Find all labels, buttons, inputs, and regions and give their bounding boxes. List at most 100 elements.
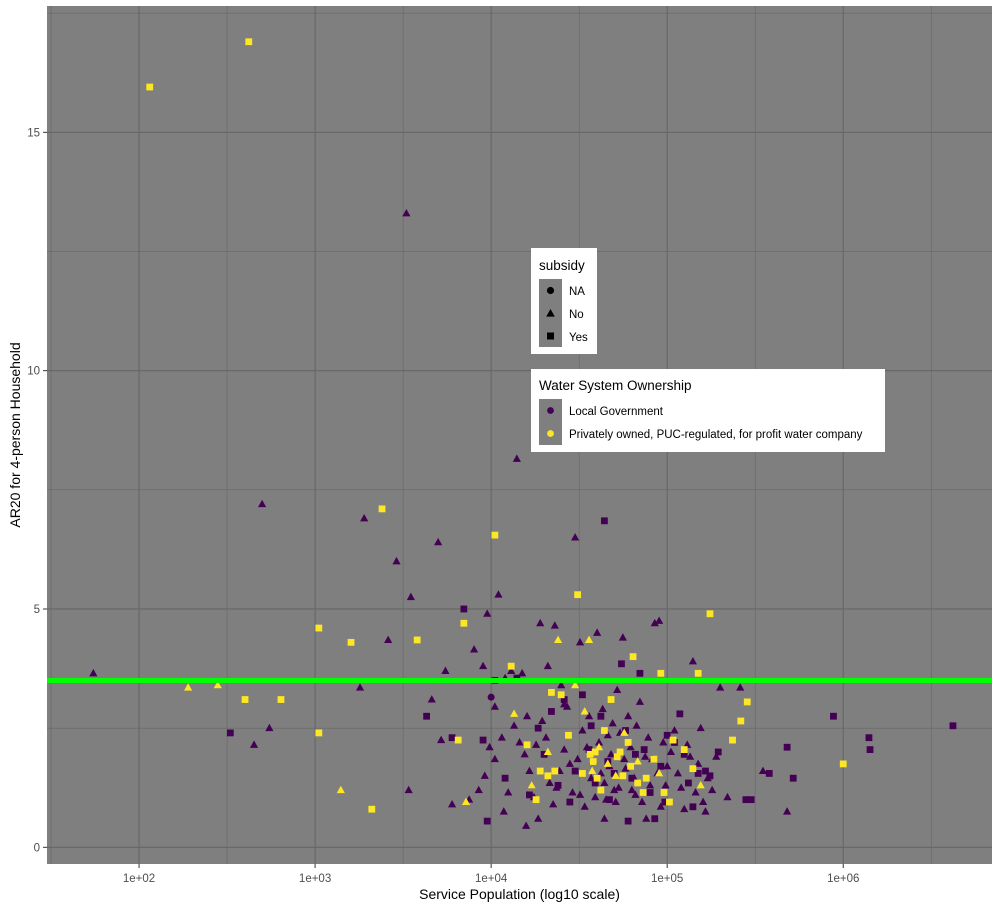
- data-point-triangle: [249, 740, 259, 748]
- data-points: [89, 38, 957, 829]
- data-point-triangle: [507, 666, 516, 674]
- ownership-legend: Water System Ownership Local Government …: [531, 369, 885, 452]
- data-point-triangle: [461, 797, 471, 806]
- data-point-triangle: [478, 661, 488, 670]
- data-point-triangle: [392, 556, 401, 565]
- data-point-square: [245, 38, 253, 46]
- data-point-triangle: [490, 702, 499, 710]
- data-point-square: [491, 531, 499, 539]
- legend-private-company-marker: [547, 430, 554, 437]
- data-point-triangle: [550, 621, 559, 629]
- data-point-square: [574, 591, 582, 599]
- data-point-triangle: [531, 740, 541, 748]
- data-point-square: [554, 781, 562, 789]
- data-point-square: [619, 772, 627, 780]
- data-point-triangle: [683, 740, 692, 748]
- data-point-triangle: [571, 680, 580, 689]
- data-point-triangle: [608, 718, 617, 727]
- data-point-square: [448, 734, 456, 742]
- data-point-triangle: [568, 788, 577, 796]
- data-point-triangle: [580, 707, 589, 715]
- data-point-square: [613, 753, 621, 761]
- data-point-triangle: [701, 807, 710, 815]
- data-point-triangle: [723, 792, 732, 801]
- data-point-square: [585, 746, 593, 753]
- legend-triangle-marker: [546, 309, 555, 317]
- data-point-square: [949, 722, 957, 730]
- data-point-triangle: [699, 797, 708, 806]
- data-point-triangle: [611, 797, 620, 806]
- data-point-square: [680, 746, 688, 753]
- data-point-square: [607, 696, 615, 703]
- data-point-triangle: [641, 752, 650, 760]
- data-point-square: [347, 638, 355, 646]
- data-point-triangle: [522, 821, 531, 829]
- data-point-square: [706, 610, 714, 618]
- data-point-triangle: [631, 790, 640, 798]
- data-point-triangle: [688, 657, 698, 665]
- x-tick-label: 1e+03: [299, 873, 331, 885]
- data-point-triangle: [336, 785, 345, 794]
- data-point-triangle: [497, 733, 506, 741]
- data-point-triangle: [406, 592, 415, 601]
- data-point-triangle: [402, 208, 411, 217]
- axes: 1e+02 1e+03 1e+04 1e+05 1e+06 0 5 10 15: [27, 127, 859, 885]
- data-point-triangle: [584, 635, 594, 643]
- data-point-square: [650, 755, 658, 763]
- data-point-square: [507, 662, 515, 670]
- data-point-circle: [487, 693, 495, 701]
- data-point-triangle: [549, 800, 558, 808]
- data-point-square: [640, 746, 648, 753]
- data-point-square: [666, 798, 673, 806]
- x-axis-title: Service Population (log10 scale): [419, 886, 620, 902]
- data-point-triangle: [606, 749, 616, 758]
- subsidy-legend-title: subsidy: [539, 258, 585, 273]
- data-point-triangle: [591, 792, 600, 801]
- ownership-legend-label-local: Local Government: [569, 406, 664, 418]
- data-point-square: [627, 762, 635, 770]
- data-point-triangle: [474, 785, 483, 794]
- data-point-square: [839, 760, 847, 768]
- data-point-triangle: [646, 780, 655, 789]
- y-tick-label: 5: [34, 604, 40, 616]
- data-point-square: [579, 770, 586, 777]
- data-point-square: [566, 798, 574, 806]
- data-point-square: [241, 696, 249, 703]
- data-point-square: [548, 708, 555, 715]
- data-point-triangle: [213, 680, 222, 689]
- data-point-square: [479, 736, 487, 744]
- data-point-square: [789, 774, 797, 782]
- data-point-triangle: [673, 769, 682, 777]
- data-point-triangle: [598, 704, 607, 713]
- data-point-triangle: [696, 723, 705, 732]
- data-point-triangle: [594, 742, 604, 751]
- data-point-square: [685, 779, 692, 787]
- data-point-triangle: [437, 735, 446, 744]
- legend-square-marker: [547, 332, 554, 340]
- data-point-triangle: [404, 785, 413, 794]
- data-point-triangle: [670, 726, 679, 734]
- data-point-square: [651, 815, 659, 823]
- data-point-triangle: [538, 716, 547, 724]
- data-point-triangle: [485, 742, 494, 751]
- data-point-square: [560, 696, 568, 703]
- data-point-triangle: [736, 683, 745, 691]
- data-point-square: [618, 660, 625, 668]
- legend-local-government-marker: [547, 407, 554, 414]
- data-point-square: [597, 786, 605, 794]
- y-tick-label: 0: [34, 842, 40, 854]
- data-point-triangle: [626, 742, 635, 751]
- data-point-square: [742, 796, 750, 804]
- data-point-triangle: [613, 685, 622, 694]
- data-point-triangle: [441, 666, 450, 674]
- data-point-square: [676, 710, 684, 718]
- x-tick-label: 1e+05: [651, 873, 683, 885]
- data-point-square: [526, 791, 533, 799]
- y-tick-label: 15: [27, 127, 40, 139]
- data-point-triangle: [557, 680, 566, 689]
- data-point-square: [565, 731, 572, 739]
- data-point-triangle: [434, 537, 443, 546]
- data-point-triangle: [655, 616, 664, 624]
- data-point-square: [642, 774, 650, 782]
- x-tick-label: 1e+06: [827, 873, 859, 885]
